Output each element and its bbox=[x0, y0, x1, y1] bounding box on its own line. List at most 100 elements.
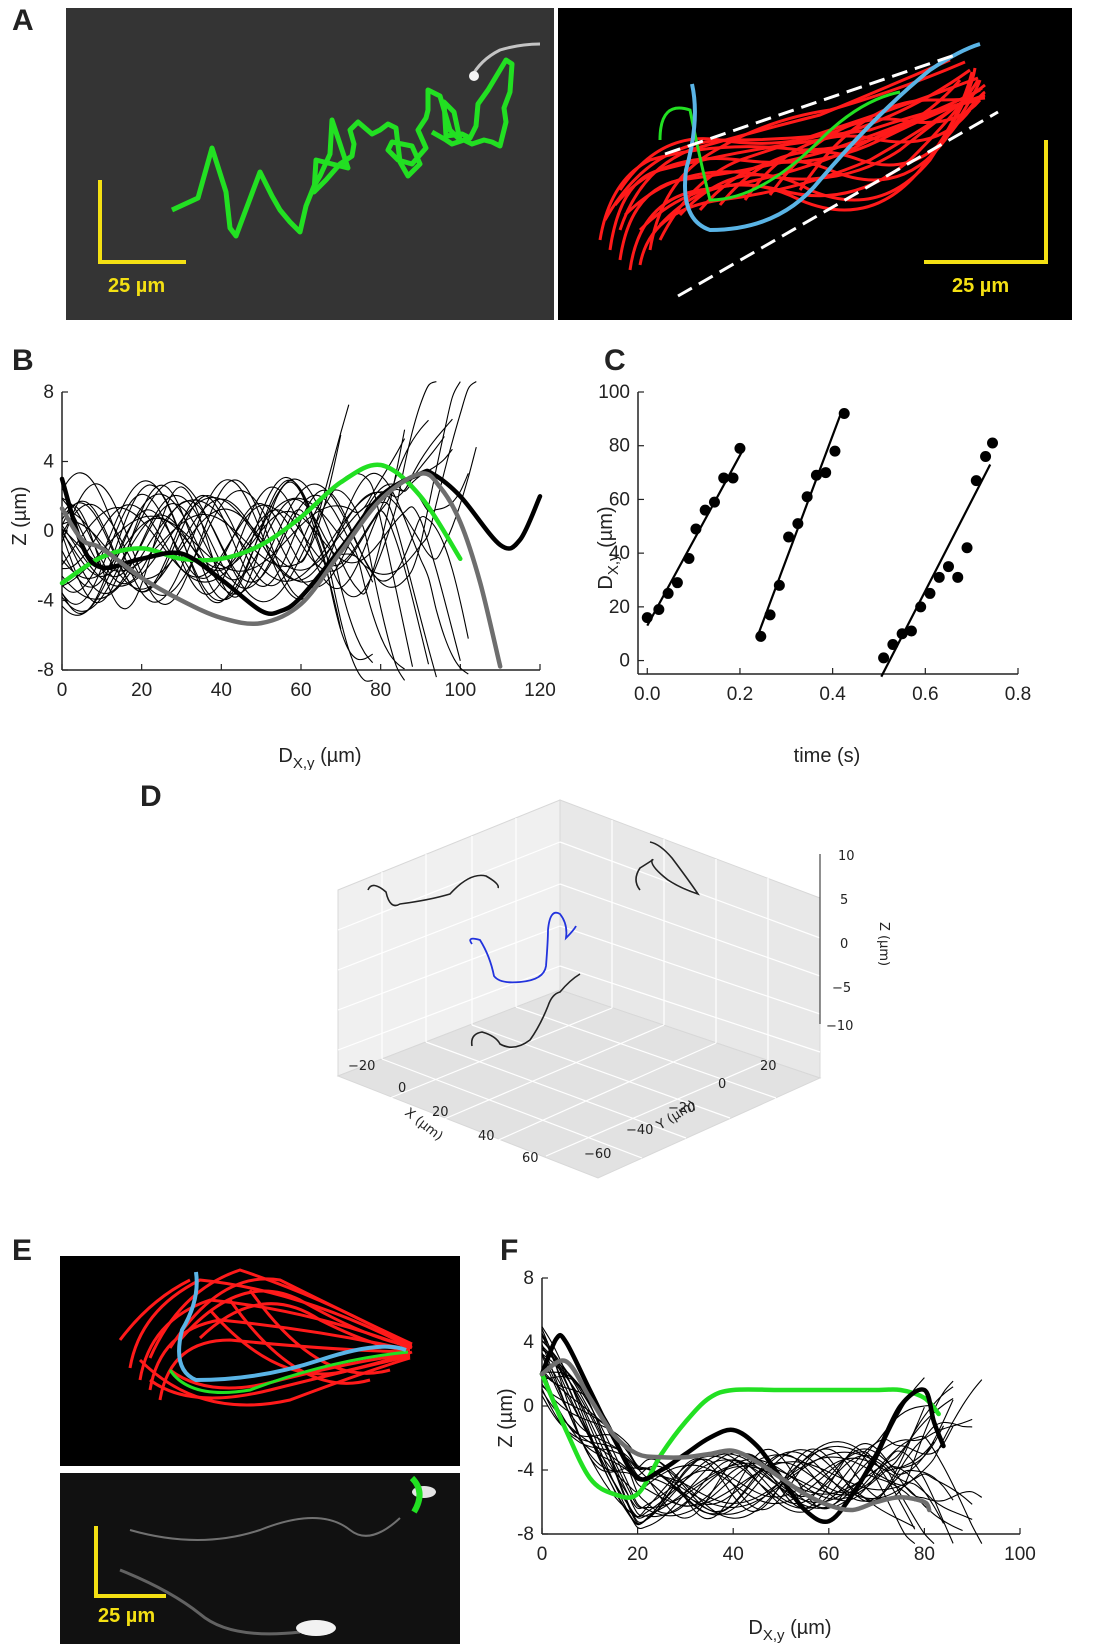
svg-text:40: 40 bbox=[478, 1129, 495, 1144]
panel-f-x-tick-label: 60 bbox=[818, 1544, 839, 1565]
panel-c-point bbox=[933, 571, 945, 583]
envelope-line-top bbox=[664, 53, 956, 156]
pane-floor bbox=[336, 989, 822, 1179]
panel-c-point bbox=[699, 504, 711, 516]
panel-c-point bbox=[905, 625, 917, 637]
panel-c-point bbox=[961, 542, 973, 554]
panel-c-point bbox=[838, 407, 850, 419]
panel-f-x-tick-label: 0 bbox=[537, 1544, 548, 1565]
panel-c-point bbox=[653, 604, 665, 616]
panel-f-y-tick-label: -4 bbox=[517, 1460, 534, 1481]
trace-3d-blue bbox=[469, 911, 577, 984]
panel-f-x-tick-label: 80 bbox=[914, 1544, 935, 1565]
panel-c-point bbox=[718, 472, 730, 484]
panel-c-x-tick-label: 0.0 bbox=[634, 684, 660, 705]
panel-b-thin-trace bbox=[61, 419, 429, 578]
panel-b-x-tick-label: 20 bbox=[131, 680, 152, 701]
panel-c-point bbox=[662, 587, 674, 599]
svg-text:−60: −60 bbox=[584, 1147, 611, 1162]
panel-b-chart: B 0 20 40 60 80 100 120 -8 -4 0 4 8 Z (µm) DX,y (µm… bbox=[9, 344, 556, 770]
panel-f-ylabel: Z (µm) bbox=[495, 1388, 517, 1447]
panel-a-micrograph bbox=[66, 8, 554, 320]
panel-f-series-green bbox=[539, 1371, 941, 1500]
panel-e-micrograph bbox=[60, 1473, 460, 1644]
panel-c-point bbox=[970, 475, 982, 487]
panel-c-point bbox=[878, 652, 890, 664]
panel-b-thin-trace bbox=[61, 501, 437, 678]
panel-c-point bbox=[690, 523, 702, 535]
panel-c-label: C bbox=[604, 344, 626, 377]
scale-label-a-right: 25 µm bbox=[952, 275, 1009, 297]
panel-b-ylabel: Z (µm) bbox=[9, 486, 31, 545]
panel-f-series-gray_thick bbox=[539, 1358, 932, 1513]
panel-c-point bbox=[915, 601, 927, 613]
panel-c-point bbox=[801, 491, 813, 503]
panel-b-y-tick-label: 0 bbox=[43, 521, 54, 542]
panel-c-x-tick-label: 0.8 bbox=[1005, 684, 1031, 705]
panel-c-point bbox=[708, 496, 720, 508]
panel-c-xlabel: time (s) bbox=[794, 745, 861, 767]
panel-c-y-tick-label: 0 bbox=[619, 651, 630, 672]
panel-f-y-tick-label: -8 bbox=[517, 1524, 534, 1545]
panel-b-x-tick-label: 60 bbox=[290, 680, 311, 701]
panel-e-label: E bbox=[12, 1234, 32, 1267]
panel-f-thin-trace bbox=[541, 1340, 983, 1544]
svg-text:−20: −20 bbox=[348, 1059, 375, 1074]
panel-c-fit-line bbox=[880, 464, 992, 678]
grid-3d bbox=[337, 818, 821, 1159]
green-trace-a bbox=[658, 90, 901, 202]
panel-c-point bbox=[734, 442, 746, 454]
panel-c-point bbox=[792, 518, 804, 530]
svg-text:0: 0 bbox=[840, 937, 848, 952]
panel-c-ylabel: DX,y (µm) bbox=[595, 506, 622, 589]
panel-b-thin-trace bbox=[61, 381, 477, 583]
panel-c-point bbox=[820, 467, 832, 479]
panel-f-x-tick-label: 20 bbox=[627, 1544, 648, 1565]
panel-c-point bbox=[727, 472, 739, 484]
panel-c-point bbox=[887, 638, 899, 650]
blue-trace-e bbox=[177, 1271, 407, 1383]
panel-b-y-tick-label: -8 bbox=[37, 660, 54, 681]
panel-b-thin-trace bbox=[61, 436, 445, 600]
panel-c-y-tick-label: 20 bbox=[609, 597, 630, 618]
panel-b-thin-traces bbox=[61, 381, 477, 682]
panel-f-chart: F 0 20 40 60 80 100 -8 -4 0 4 8 Z (µm) DX,y (µm) bbox=[495, 1234, 1036, 1644]
panel-d-chart: D 10 5 0 −5 −10 Z (µm) −20 0 20 40 60 X … bbox=[140, 780, 891, 1179]
panel-c-point bbox=[755, 630, 767, 642]
panel-c-x-tick-label: 0.4 bbox=[819, 684, 846, 705]
scale-label-a-left: 25 µm bbox=[108, 275, 165, 297]
trace-3d-bottom bbox=[470, 973, 581, 1048]
panel-f-y-tick-label: 8 bbox=[523, 1268, 534, 1289]
panel-a: A 25 µm 25 µm bbox=[12, 4, 1072, 320]
panel-f-thin-trace bbox=[541, 1355, 954, 1507]
z-axis-label: Z (µm) bbox=[876, 922, 891, 966]
panel-f-xlabel: DX,y (µm) bbox=[748, 1617, 831, 1644]
svg-text:−10: −10 bbox=[826, 1019, 853, 1034]
panel-b-thin-trace bbox=[61, 506, 461, 661]
envelope-line-bottom bbox=[677, 110, 999, 298]
panel-c-point bbox=[810, 469, 822, 481]
panel-f-y-tick-label: 4 bbox=[523, 1332, 534, 1353]
panel-c-point bbox=[829, 445, 841, 457]
panel-c-point bbox=[671, 577, 683, 589]
panel-c-y-tick-label: 80 bbox=[609, 436, 630, 457]
panel-f-thin-trace bbox=[541, 1349, 983, 1517]
panel-c-y-tick-label: 100 bbox=[598, 382, 630, 403]
svg-text:20: 20 bbox=[760, 1059, 777, 1074]
panel-c-y-tick-label: 60 bbox=[609, 489, 630, 510]
panel-f-thin-trace bbox=[541, 1340, 954, 1509]
panel-c-x-tick-label: 0.6 bbox=[912, 684, 938, 705]
panel-b-series-green bbox=[59, 462, 463, 586]
panel-c-point bbox=[952, 571, 964, 583]
svg-text:5: 5 bbox=[840, 893, 848, 908]
panel-b-thin-trace bbox=[61, 481, 373, 661]
panel-e: E 25 µm bbox=[12, 1234, 460, 1644]
svg-text:60: 60 bbox=[522, 1151, 539, 1166]
panel-f-thin-trace bbox=[541, 1345, 973, 1520]
panel-f-y-tick-label: 0 bbox=[523, 1396, 534, 1417]
panel-b-thin-trace bbox=[61, 381, 437, 615]
panel-c-point bbox=[641, 612, 653, 624]
svg-text:20: 20 bbox=[432, 1105, 449, 1120]
blue-trace-a bbox=[683, 42, 981, 233]
